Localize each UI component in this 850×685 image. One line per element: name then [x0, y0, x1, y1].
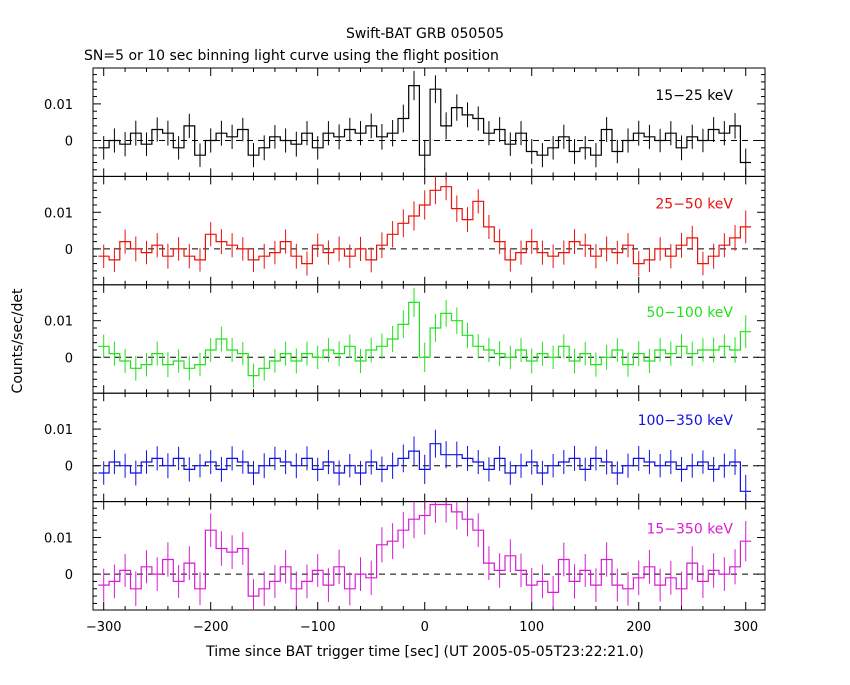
- x-axis-label: Time since BAT trigger time [sec] (UT 20…: [205, 644, 644, 660]
- panel-frame: [92, 392, 766, 503]
- panel-25-50-kev: 0 0.01 25−50 keV: [44, 175, 766, 286]
- band-label-25-50-kev: 25−50 keV: [655, 196, 733, 212]
- x-tick-label: 300: [733, 620, 758, 635]
- y-tick-label: 0.01: [44, 423, 73, 438]
- panel-frame: [92, 175, 766, 286]
- band-label-50-100-kev: 50−100 keV: [646, 305, 733, 321]
- x-tick-label: 100: [519, 620, 544, 635]
- series-line-50-100-kev: [98, 301, 752, 377]
- band-label-100-350-kev: 100−350 keV: [638, 413, 734, 429]
- y-tick-label: 0: [65, 568, 73, 583]
- panel-frame: [92, 284, 766, 394]
- panel-15-350-kev: 0 0.01 15−350 keV −300 −200 −100 0 100 200 300: [44, 501, 766, 635]
- x-tick-label: 200: [626, 620, 651, 635]
- band-label-15-350-kev: 15−350 keV: [646, 522, 733, 538]
- panel-15-25-kev: 0 0.01 15−25 keV: [44, 67, 766, 177]
- panel-frame: [92, 501, 766, 611]
- panel-frame: [92, 67, 766, 177]
- x-tick-label: −200: [193, 620, 229, 635]
- panels-group: 0 0.01 15−25 keV 0 0.01 25−50 keV 0 0.01 50−100 …: [44, 67, 766, 635]
- series-line-100-350-kev: [98, 443, 752, 492]
- band-label-15-25-kev: 15−25 keV: [655, 88, 733, 104]
- y-tick-label: 0.01: [44, 531, 73, 546]
- chart-subtitle: SN=5 or 10 sec binning light curve using…: [84, 48, 499, 64]
- y-tick-label: 0.01: [44, 315, 73, 330]
- x-tick-label: −100: [300, 620, 336, 635]
- y-tick-label: 0: [65, 460, 73, 475]
- y-tick-label: 0: [65, 135, 73, 150]
- y-tick-label: 0: [65, 243, 73, 258]
- x-tick-label: −300: [86, 620, 122, 635]
- panel-100-350-kev: 0 0.01 100−350 keV: [44, 392, 766, 503]
- chart-title: Swift-BAT GRB 050505: [346, 26, 504, 42]
- panel-50-100-kev: 0 0.01 50−100 keV: [44, 284, 766, 394]
- y-tick-label: 0.01: [44, 98, 73, 113]
- y-tick-label: 0: [65, 351, 73, 366]
- series-line-15-350-kev: [98, 503, 752, 597]
- y-tick-label: 0.01: [44, 206, 73, 221]
- y-axis-label: Counts/sec/det: [10, 288, 26, 393]
- x-tick-label: 0: [421, 620, 429, 635]
